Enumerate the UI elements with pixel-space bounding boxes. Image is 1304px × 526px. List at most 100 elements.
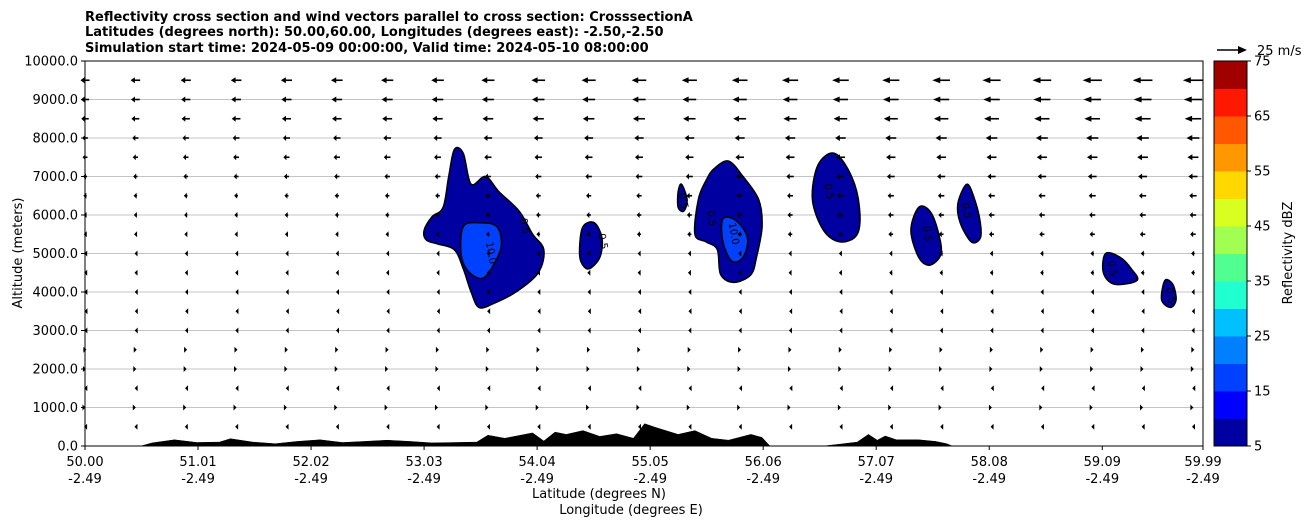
wind-vector (932, 77, 950, 84)
wind-vector (1089, 404, 1093, 411)
wind-vector (787, 404, 791, 411)
wind-vector (233, 173, 239, 180)
wind-vector-head (637, 289, 641, 295)
wind-vector-head (484, 173, 488, 180)
contour-labels: 10.0 0.5 0.5 0.5 0.5 10.0 0.5 0.5 0.5 0.5 0.5 (483, 183, 1176, 305)
wind-vector-head (833, 115, 840, 122)
wind-vector (937, 192, 945, 199)
wind-vector (333, 154, 340, 161)
wind-vector-head (233, 173, 237, 180)
wind-vector-head (887, 192, 891, 199)
wind-vector (940, 423, 944, 430)
wind-vector-head (787, 192, 791, 199)
wind-vector-head (838, 231, 842, 238)
wind-vector-head (485, 192, 489, 199)
wind-vector (285, 269, 289, 276)
wind-vector (839, 289, 843, 295)
wind-vector (133, 346, 137, 353)
wind-vector (131, 115, 140, 122)
contour-label: 0.5 (704, 210, 718, 228)
wind-vector-head (285, 385, 289, 392)
wind-vector-head (636, 192, 640, 199)
wind-vector-head (533, 135, 538, 141)
wind-vector-head (888, 231, 892, 238)
wind-vector (481, 96, 494, 103)
y-tick-label: 4000.0 (33, 286, 79, 301)
wind-vector-head (486, 269, 490, 276)
wind-vector-head (688, 327, 692, 334)
wind-vector-head (939, 346, 943, 353)
wind-vector-head (234, 366, 238, 372)
wind-vector-head (889, 269, 893, 276)
wind-vector-head (336, 289, 340, 295)
wind-vector (886, 154, 896, 161)
wind-vector-head (183, 173, 187, 180)
wind-vector-head (940, 385, 944, 392)
wind-vector (989, 366, 993, 372)
wind-vector (939, 366, 943, 372)
contour-label: 10.0 (726, 222, 741, 246)
wind-vector-head (182, 154, 186, 161)
wind-vector-head (990, 327, 994, 334)
wind-vector-head (132, 135, 136, 141)
wind-vector (1037, 173, 1047, 180)
wind-vector (688, 289, 692, 295)
wind-vector (431, 96, 444, 103)
colorbar-frame (1213, 60, 1248, 447)
wind-vector (233, 404, 237, 411)
reflectivity-cell-core (459, 221, 503, 280)
wind-vector-head (888, 366, 892, 372)
wind-vector (84, 289, 88, 295)
wind-vector-head (839, 327, 843, 334)
wind-vector (283, 404, 287, 411)
wind-vector-head (684, 135, 689, 141)
wind-vector-head (485, 366, 489, 372)
wind-vector (988, 212, 995, 218)
colorbar: 5 15 25 35 45 55 65 75 (1213, 55, 1271, 455)
colorbar-tick-label: 45 (1254, 220, 1271, 235)
colorbar-segment (1214, 253, 1247, 282)
wind-vector (938, 212, 944, 218)
wind-vector (687, 269, 691, 276)
wind-vector-head (1136, 135, 1142, 141)
wind-vector (939, 269, 943, 276)
wind-vector-head (636, 231, 640, 238)
wind-vector-head (839, 289, 843, 295)
wind-vector-head (537, 289, 541, 295)
colorbar-segment (1214, 336, 1247, 364)
wind-vector (1090, 269, 1094, 276)
x-tick-label-lon: -2.49 (407, 472, 441, 487)
wind-vector (84, 269, 88, 276)
wind-vector (1138, 173, 1148, 180)
colorbar-segment (1214, 116, 1247, 144)
wind-vector-head (481, 77, 488, 84)
wind-vector-head (1038, 212, 1042, 218)
wind-vector-head (940, 423, 944, 430)
wind-vector (839, 327, 843, 334)
wind-vector (235, 250, 239, 257)
reflectivity-cell (811, 152, 861, 243)
wind-vector-head (285, 308, 289, 315)
wind-vector (183, 173, 189, 180)
wind-vector-head (1086, 154, 1092, 161)
wind-vector-head (837, 212, 841, 218)
y-tick-label: 7000.0 (33, 170, 79, 185)
x-tick-label-lat: 59.99 (1184, 455, 1221, 470)
wind-vector (1191, 346, 1195, 353)
wind-vector-head (285, 289, 289, 295)
wind-vector (1039, 366, 1043, 372)
wind-vector-head (336, 327, 340, 334)
wind-vector-head (181, 96, 186, 103)
wind-vector (1090, 289, 1094, 295)
wind-vector-head (384, 173, 388, 180)
wind-vector-head (234, 346, 238, 353)
wind-vector (788, 269, 792, 276)
wind-vector-head (1140, 269, 1144, 276)
wind-vector-head (832, 96, 840, 103)
wind-vector (738, 346, 742, 353)
wind-vector-head (1083, 96, 1092, 103)
wind-vector (737, 231, 742, 238)
wind-vector-head (1038, 192, 1042, 199)
wind-vector (889, 269, 893, 276)
wind-vector-head (783, 115, 790, 122)
